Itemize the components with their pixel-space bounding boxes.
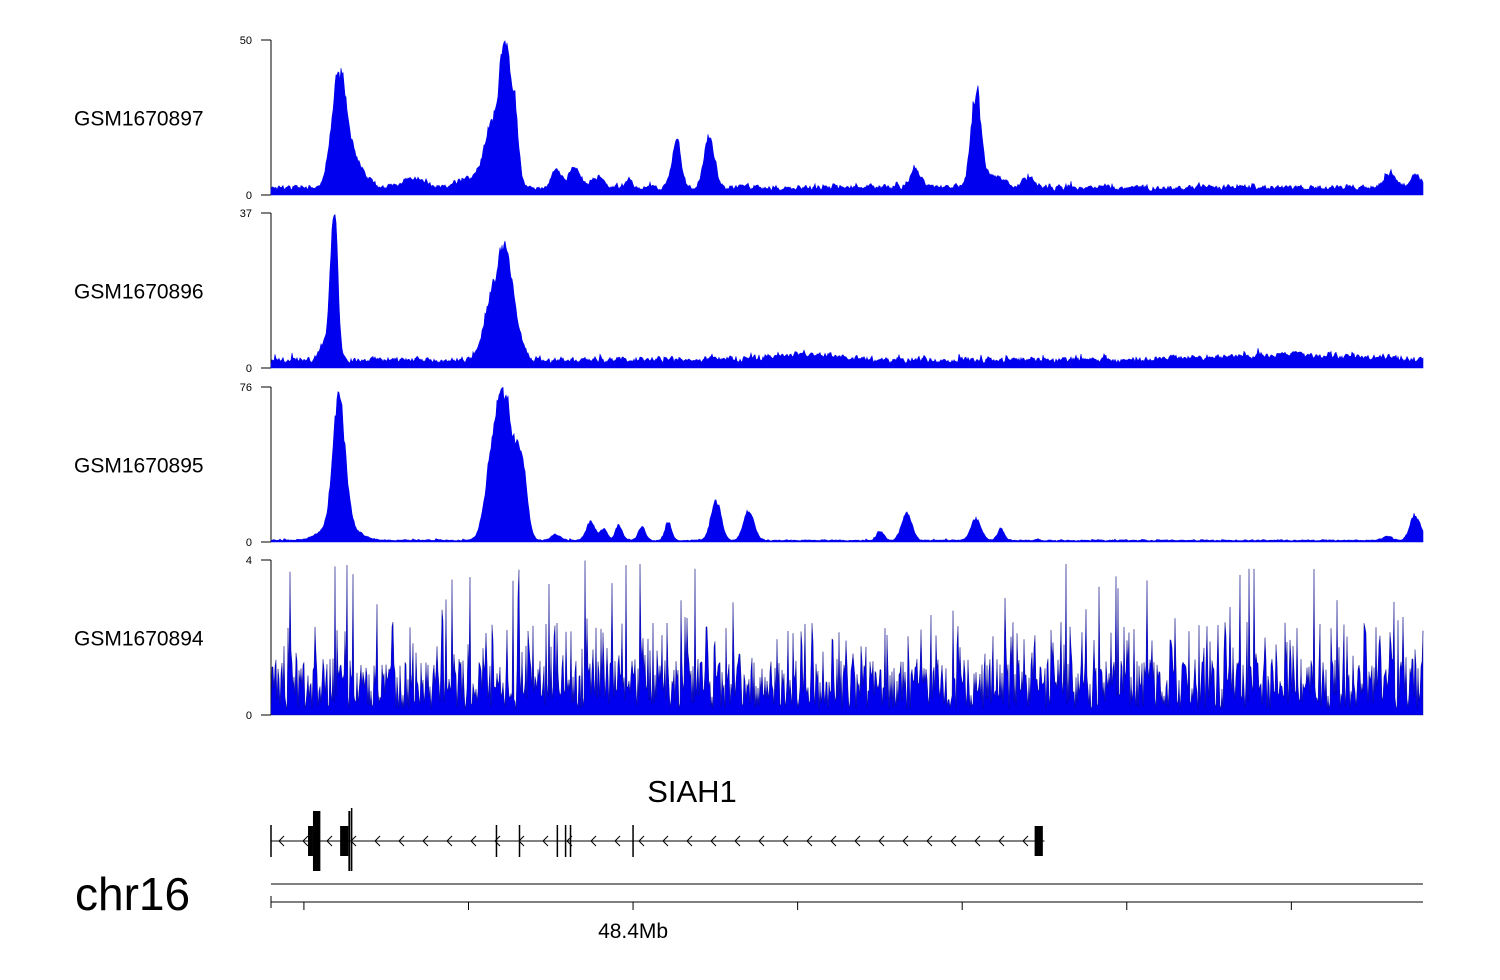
strand-arrow (830, 835, 837, 847)
strand-arrow (974, 835, 981, 847)
strand-arrow (638, 835, 645, 847)
signal-area (270, 386, 1424, 543)
track-GSM1670895: GSM1670895 76 0 (74, 382, 1424, 549)
strand-arrow (1022, 835, 1029, 847)
signal-tracks: GSM1670897500GSM1670896370GSM1670895760G… (74, 35, 1424, 722)
exon (348, 811, 351, 871)
strand-arrow (950, 835, 957, 847)
signal-area (270, 40, 1424, 196)
strand-arrow (902, 835, 909, 847)
axis-position-label: 48.4Mb (598, 920, 668, 943)
y-tick-label-min: 0 (246, 190, 252, 202)
gene-label: SIAH1 (647, 774, 737, 809)
strand-arrow (278, 835, 285, 847)
exon (340, 826, 349, 856)
strand-arrow (854, 835, 861, 847)
signal-area (270, 560, 1424, 716)
track-GSM1670894: GSM1670894 4 0 (74, 555, 1424, 722)
y-tick-label-max: 76 (240, 382, 252, 394)
strand-arrow (734, 835, 741, 847)
track-label: GSM1670896 (74, 281, 204, 304)
strand-arrow (878, 835, 885, 847)
strand-arrow (422, 835, 429, 847)
strand-arrow (302, 835, 309, 847)
y-tick-label-min: 0 (246, 363, 252, 375)
strand-arrow (446, 835, 453, 847)
strand-arrow (782, 835, 789, 847)
strand-arrow (614, 835, 621, 847)
strand-arrow (398, 835, 405, 847)
exon (1034, 826, 1043, 856)
strand-arrow (998, 835, 1005, 847)
y-tick-label-max: 50 (240, 35, 252, 47)
track-label: GSM1670897 (74, 108, 204, 131)
gene-track: SIAH1 (270, 774, 1045, 871)
exon (308, 826, 313, 856)
chromosome-label: chr16 (75, 868, 190, 920)
strand-arrow (758, 835, 765, 847)
strand-arrow (926, 835, 933, 847)
y-tick-label-min: 0 (246, 710, 252, 722)
signal-area (270, 213, 1424, 369)
strand-arrow (686, 835, 693, 847)
track-label: GSM1670895 (74, 455, 204, 478)
strand-arrow (542, 835, 549, 847)
strand-arrow (470, 835, 477, 847)
strand-arrow (662, 835, 669, 847)
exon (312, 811, 321, 871)
strand-arrow (710, 835, 717, 847)
strand-arrow (806, 835, 813, 847)
y-tick-label-max: 37 (240, 208, 252, 220)
y-tick-label-min: 0 (246, 537, 252, 549)
track-label: GSM1670894 (74, 628, 204, 651)
track-GSM1670896: GSM1670896 37 0 (74, 208, 1424, 375)
strand-arrow (590, 835, 597, 847)
strand-arrow (326, 835, 333, 847)
genome-axis: chr16 48.4Mb (75, 868, 1423, 943)
y-tick-label-max: 4 (246, 555, 252, 567)
strand-arrow (374, 835, 381, 847)
track-GSM1670897: GSM1670897 50 0 (74, 35, 1424, 202)
strand-arrow (494, 835, 501, 847)
